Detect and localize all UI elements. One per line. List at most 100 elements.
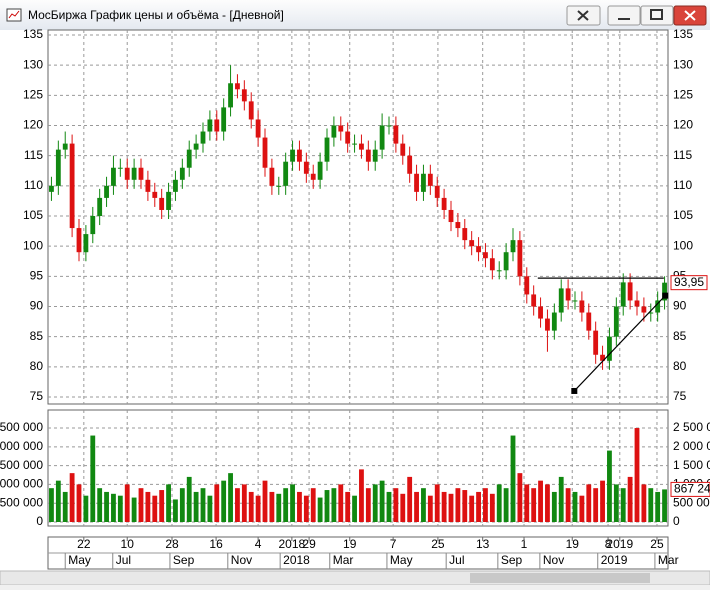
y-tick-label: 105 — [23, 208, 43, 222]
x-tick-label: 13 — [476, 537, 490, 551]
candle-body — [179, 167, 185, 180]
candle-body — [538, 306, 543, 319]
y-tick-label: 130 — [23, 57, 43, 71]
candle-body — [145, 179, 151, 192]
candle-body — [531, 294, 537, 307]
x-tick-label: 19 — [566, 537, 580, 551]
volume-bar — [214, 484, 220, 522]
y-tick-label-right: 125 — [673, 88, 693, 102]
volume-bar — [593, 488, 599, 522]
month-label: Mar — [658, 553, 679, 567]
y-tick-label-right: 85 — [673, 329, 687, 343]
volume-bar — [400, 493, 406, 522]
y-tick-label-right: 130 — [673, 57, 693, 71]
candle-body — [455, 222, 461, 229]
volume-bar — [248, 491, 254, 522]
candle-body — [90, 216, 96, 235]
candle-body — [655, 300, 661, 313]
candle-body — [255, 119, 261, 138]
close-icon — [684, 10, 696, 21]
candle-body — [166, 191, 171, 210]
y-tick-label: 75 — [30, 389, 44, 403]
y-tick-label: 135 — [23, 27, 43, 41]
candle-body — [152, 191, 158, 198]
x-tick-label: 19 — [343, 537, 357, 551]
volume-tick-label-right: 2 500 000 — [673, 420, 710, 434]
volume-bar — [276, 493, 282, 522]
volume-bar — [462, 490, 468, 522]
candle-body — [489, 258, 495, 271]
volume-bar — [152, 495, 158, 522]
volume-bar — [83, 495, 89, 522]
y-tick-label-right: 110 — [673, 178, 692, 192]
y-tick-label: 85 — [30, 329, 44, 343]
volume-bar — [496, 484, 502, 522]
candle-body — [414, 173, 419, 192]
scrollbar-thumb[interactable] — [470, 573, 650, 583]
volume-bar — [269, 491, 275, 522]
candle-body — [207, 119, 213, 132]
candle-body — [441, 197, 447, 210]
price-plot — [48, 30, 668, 404]
volume-bar — [386, 491, 392, 522]
candle-body — [372, 149, 378, 162]
maximize-icon — [650, 9, 663, 20]
volume-tick-label: 500 000 — [0, 495, 43, 509]
candle-body — [55, 149, 61, 186]
y-tick-label-right: 80 — [673, 359, 687, 373]
maximize-button[interactable] — [640, 5, 674, 26]
volume-tick-label-right: 2 000 000 — [673, 439, 710, 453]
candle-body — [483, 252, 488, 259]
candle-body — [627, 282, 633, 301]
volume-bar — [579, 495, 585, 522]
volume-bar — [641, 484, 647, 522]
volume-bar — [483, 488, 488, 522]
candle-body — [193, 143, 199, 150]
volume-bar — [228, 473, 233, 522]
volume-bar — [613, 484, 619, 522]
y-tick-label: 90 — [30, 299, 44, 313]
candle-body — [407, 155, 413, 174]
candle-body — [345, 131, 351, 144]
month-label: 2019 — [601, 553, 628, 567]
y-tick-label-right: 105 — [673, 208, 693, 222]
volume-bar — [607, 450, 612, 522]
volume-bar — [166, 484, 171, 522]
candle-body — [469, 240, 475, 247]
minimize-button[interactable] — [607, 5, 641, 26]
month-label: Sep — [501, 553, 523, 567]
candle-body — [186, 149, 192, 168]
volume-bar — [331, 488, 337, 522]
candle-body — [83, 234, 89, 253]
volume-bar — [76, 484, 82, 522]
volume-bar — [138, 488, 144, 522]
candle-body — [572, 300, 578, 302]
volume-bar — [427, 495, 433, 522]
y-tick-label: 100 — [23, 238, 43, 252]
candle-body — [379, 125, 385, 150]
volume-tick-label: 2 500 000 — [0, 420, 43, 434]
volume-panel — [47, 409, 669, 527]
volume-bar — [262, 480, 268, 522]
candle-body — [159, 197, 165, 210]
volume-bar — [634, 428, 640, 522]
x-tick-label: 29 — [302, 537, 316, 551]
candle-body — [138, 167, 144, 180]
candle-body — [393, 125, 399, 144]
x-tick-label: 25 — [431, 537, 445, 551]
candle-body — [496, 270, 502, 272]
volume-bar — [97, 488, 103, 522]
candle-body — [579, 300, 585, 313]
candle-body — [173, 179, 178, 192]
volume-bar — [290, 484, 295, 522]
volume-bar — [255, 495, 261, 522]
month-label: May — [68, 553, 91, 567]
candle-body — [221, 107, 227, 132]
volume-bar — [531, 488, 537, 522]
volume-bar — [627, 476, 633, 522]
x-tick-label: 4 — [255, 537, 262, 551]
price-panel — [47, 29, 669, 405]
x-tick-label: 7 — [390, 537, 397, 551]
month-label: Jul — [116, 553, 131, 567]
volume-bar — [545, 484, 550, 522]
